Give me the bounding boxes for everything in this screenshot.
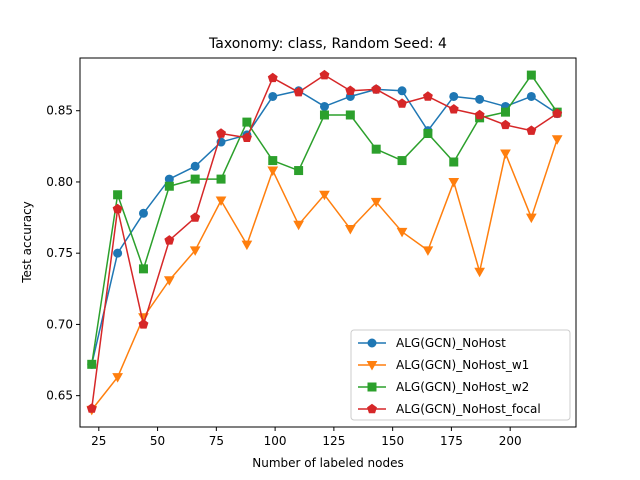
data-point bbox=[397, 156, 407, 166]
data-point bbox=[370, 197, 382, 208]
x-tick-label: 50 bbox=[150, 434, 165, 448]
data-point bbox=[449, 91, 459, 101]
data-point bbox=[449, 157, 459, 167]
data-point bbox=[294, 166, 304, 176]
data-point bbox=[113, 190, 123, 200]
data-point bbox=[526, 91, 536, 101]
data-point bbox=[500, 119, 511, 130]
data-point bbox=[190, 174, 200, 184]
data-point bbox=[526, 70, 536, 80]
data-point bbox=[319, 69, 330, 80]
data-point bbox=[293, 86, 304, 97]
chart-title: Taxonomy: class, Random Seed: 4 bbox=[208, 36, 447, 52]
y-axis: 0.65 0.70 0.75 0.80 0.85 bbox=[46, 104, 80, 403]
data-point bbox=[345, 110, 355, 120]
x-tick-label: 200 bbox=[499, 434, 522, 448]
legend: ALG(GCN)_NoHost ALG(GCN)_NoHost_w1 ALG(GCN… bbox=[350, 329, 571, 421]
data-point bbox=[448, 104, 459, 114]
data-point bbox=[371, 144, 381, 154]
legend-marker bbox=[366, 361, 378, 371]
plot-frame bbox=[79, 57, 577, 428]
data-point bbox=[475, 94, 485, 104]
data-point bbox=[525, 213, 537, 224]
data-point bbox=[345, 85, 356, 95]
data-point bbox=[215, 196, 227, 206]
data-point bbox=[397, 86, 407, 96]
data-point bbox=[138, 319, 149, 329]
y-tick-label: 0.80 bbox=[46, 175, 73, 189]
data-point bbox=[551, 135, 563, 145]
data-point bbox=[474, 267, 485, 278]
legend-marker bbox=[367, 382, 377, 392]
y-tick-label: 0.75 bbox=[46, 246, 73, 260]
data-point bbox=[164, 235, 175, 245]
series-layer bbox=[86, 69, 563, 416]
data-point bbox=[500, 107, 510, 117]
data-point bbox=[163, 276, 175, 286]
x-tick-label: 125 bbox=[322, 434, 345, 448]
x-axis: 25 50 75 100 125 150 175 200 bbox=[91, 427, 522, 448]
x-tick-label: 150 bbox=[381, 434, 404, 448]
data-point bbox=[319, 101, 329, 111]
data-point bbox=[242, 117, 252, 127]
data-point bbox=[190, 161, 200, 171]
legend-label: ALG(GCN)_NoHost bbox=[396, 336, 506, 350]
data-point bbox=[112, 373, 123, 383]
y-tick-label: 0.85 bbox=[46, 104, 73, 118]
x-tick-label: 175 bbox=[440, 434, 463, 448]
data-point bbox=[423, 129, 433, 139]
data-point bbox=[87, 359, 97, 369]
data-point bbox=[241, 132, 252, 143]
x-tick-label: 75 bbox=[209, 434, 224, 448]
legend-label: ALG(GCN)_NoHost_focal bbox=[396, 402, 541, 416]
legend-box bbox=[350, 329, 571, 421]
data-point bbox=[113, 248, 123, 258]
data-point bbox=[138, 208, 148, 218]
data-point bbox=[268, 156, 278, 166]
data-point bbox=[422, 246, 434, 256]
series-2 bbox=[86, 135, 563, 416]
data-point bbox=[189, 246, 201, 256]
x-tick-label: 25 bbox=[91, 434, 106, 448]
data-point bbox=[397, 98, 408, 108]
data-point bbox=[526, 125, 537, 135]
legend-label: ALG(GCN)_NoHost_w1 bbox=[396, 358, 529, 372]
legend-label: ALG(GCN)_NoHost_w2 bbox=[396, 380, 529, 394]
data-point bbox=[448, 177, 460, 188]
y-tick-label: 0.65 bbox=[46, 389, 73, 403]
data-point bbox=[422, 91, 433, 101]
data-point bbox=[86, 403, 97, 413]
data-point bbox=[241, 240, 253, 251]
data-point bbox=[268, 91, 278, 101]
data-point bbox=[500, 149, 511, 159]
legend-marker bbox=[367, 403, 377, 414]
data-point bbox=[267, 72, 278, 83]
data-point bbox=[319, 190, 330, 201]
x-tick-label: 100 bbox=[264, 434, 287, 448]
y-axis-label: Test accuracy bbox=[20, 201, 34, 284]
data-point bbox=[164, 181, 174, 191]
data-point bbox=[396, 227, 408, 238]
data-point bbox=[112, 203, 123, 214]
data-point bbox=[371, 84, 382, 94]
series-4 bbox=[86, 69, 563, 413]
data-point bbox=[319, 110, 329, 120]
legend-marker bbox=[367, 338, 377, 348]
x-axis-label: Number of labeled nodes bbox=[252, 456, 403, 470]
data-point bbox=[474, 109, 485, 120]
data-point bbox=[216, 128, 227, 138]
y-tick-label: 0.70 bbox=[46, 317, 73, 331]
data-point bbox=[267, 166, 279, 177]
data-point bbox=[138, 264, 148, 274]
data-point bbox=[552, 108, 563, 118]
data-point bbox=[216, 174, 226, 184]
data-point bbox=[190, 212, 201, 222]
data-point bbox=[344, 224, 356, 235]
data-point bbox=[293, 220, 304, 231]
